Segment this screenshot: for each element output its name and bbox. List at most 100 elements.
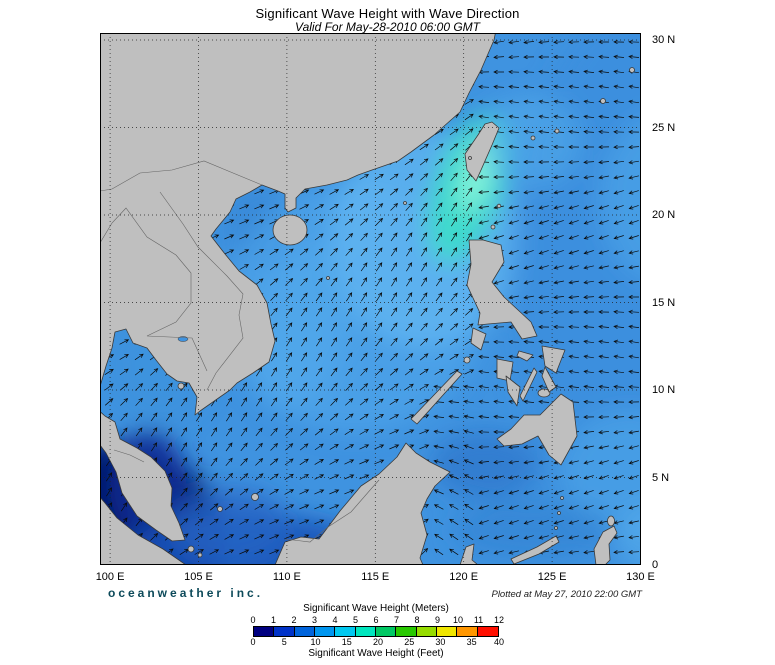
colorbar-segment — [254, 627, 275, 636]
y-tick-label: 0 — [652, 559, 659, 571]
colorbar-meters-tick: 11 — [473, 615, 484, 625]
border-thailand-laos-cambodia — [100, 207, 208, 372]
land-mainland-asia — [100, 33, 496, 542]
colorbar-feet-tick: 40 — [493, 637, 505, 647]
colorbar-feet-ticks: 0 5 10 15 20 25 30 35 40 — [250, 637, 504, 648]
land-anambas — [217, 506, 223, 512]
land-riau-2 — [197, 552, 203, 558]
land-layer — [100, 33, 635, 565]
colorbar-segment — [335, 627, 356, 636]
y-tick-label: 25 N — [652, 121, 676, 134]
x-tick-label: 120 E — [449, 571, 479, 583]
land-ryukyu-4 — [629, 67, 635, 73]
map-plot — [100, 33, 641, 565]
y-tick-label: 5 N — [652, 471, 670, 484]
colorbar-meters-ticks: 0 1 2 3 4 5 6 7 8 9 10 11 12 — [250, 615, 504, 626]
land-cebu — [519, 367, 538, 402]
land-sangihe-2 — [560, 496, 564, 500]
colorbar-segment — [315, 627, 336, 636]
colorbar-gradient — [253, 626, 499, 637]
colorbar-feet-tick: 15 — [341, 637, 352, 647]
land-taiwan — [464, 121, 500, 182]
colorbar-meters-tick: 10 — [452, 615, 464, 625]
land-mindanao — [496, 393, 578, 466]
colorbar-segment — [437, 627, 458, 636]
land-morotai — [607, 515, 615, 527]
colorbar-segment — [376, 627, 397, 636]
colorbar-title-meters: Significant Wave Height (Meters) — [303, 603, 449, 614]
colorbar-meters-tick: 8 — [414, 615, 420, 625]
land-sulawesi-west — [459, 543, 479, 565]
plotted-timestamp: Plotted at May 27, 2010 22:00 GMT — [491, 589, 642, 600]
land-masbate — [516, 350, 534, 362]
land-mindoro — [470, 327, 487, 351]
colorbar-meters-tick: 9 — [434, 615, 441, 625]
x-tick-label: 100 E — [95, 571, 125, 583]
plot-title: Significant Wave Height with Wave Direct… — [255, 6, 520, 21]
colorbar-feet-tick: 25 — [404, 637, 415, 647]
land-bohol — [537, 388, 551, 398]
land-riau-1 — [187, 545, 195, 553]
land-luzon — [466, 239, 538, 340]
colorbar-meters-tick: 2 — [291, 615, 297, 625]
colorbar-feet-tick: 30 — [435, 637, 446, 647]
brand-text: oceanweather inc. — [108, 586, 264, 600]
colorbar-segment — [274, 627, 295, 636]
colorbar-feet-tick: 10 — [310, 637, 321, 647]
border-borneo-malaysia-indonesia — [284, 479, 380, 543]
land-babuyan — [490, 224, 496, 230]
x-tick-label: 115 E — [361, 571, 390, 583]
land-sangihe-1 — [557, 511, 561, 515]
land-pratas — [403, 201, 407, 205]
map-border — [100, 33, 641, 565]
land-phu-quoc — [177, 382, 185, 390]
land-panay — [496, 358, 514, 382]
colorbar-meters-tick: 1 — [270, 615, 277, 625]
colorbar-feet-tick: 35 — [466, 637, 477, 647]
land-sangihe-3 — [554, 526, 558, 530]
colorbar-meters-tick: 7 — [393, 615, 400, 625]
land-penghu — [468, 156, 472, 160]
colorbar-segment — [416, 627, 437, 636]
land-borneo — [274, 442, 451, 565]
colorbar-meters-tick: 6 — [373, 615, 379, 625]
colorbar-segment — [294, 627, 315, 636]
border-vietnam-laos-cambodia — [159, 191, 244, 391]
colorbar-feet-tick: 0 — [250, 637, 256, 647]
colorbar-meters-tick: 0 — [250, 615, 256, 625]
land-natuna — [251, 493, 259, 501]
colorbar-segment — [396, 627, 417, 636]
colorbar-segment — [477, 627, 498, 636]
land-ryukyu-2 — [554, 128, 560, 134]
land-batanes — [496, 203, 502, 209]
colorbar-feet-tick: 20 — [372, 637, 383, 647]
wave-map-svg — [100, 33, 641, 565]
country-borders-layer — [100, 160, 380, 543]
y-tick-label: 30 N — [652, 34, 676, 46]
land-samar — [541, 345, 566, 374]
colorbar-title-feet: Significant Wave Height (Feet) — [308, 648, 444, 659]
y-tick-label: 10 N — [652, 384, 676, 396]
colorbar-feet-tick: 5 — [281, 637, 287, 647]
land-ryukyu-3 — [600, 98, 606, 104]
land-ryukyu-1 — [530, 135, 536, 141]
plot-subtitle: Valid For May-28-2010 06:00 GMT — [295, 20, 480, 34]
y-tick-label: 15 N — [652, 296, 676, 309]
land-palawan — [410, 370, 463, 425]
land-leyte — [541, 366, 557, 393]
border-malaysia-thailand — [113, 449, 145, 463]
x-tick-label: 105 E — [184, 571, 213, 583]
x-tick-label: 130 E — [626, 571, 655, 583]
land-sumatra — [100, 496, 187, 565]
colorbar-meters-tick: 3 — [311, 615, 318, 625]
colorbar-meters-tick: 4 — [332, 615, 338, 625]
land-hainan — [272, 214, 308, 246]
colorbar-segment — [355, 627, 376, 636]
land-calamian — [463, 356, 471, 364]
land-negros — [505, 375, 521, 407]
land-halmahera — [593, 525, 618, 565]
colorbar-meters-tick: 12 — [493, 615, 505, 625]
x-tick-label: 110 E — [272, 571, 301, 583]
